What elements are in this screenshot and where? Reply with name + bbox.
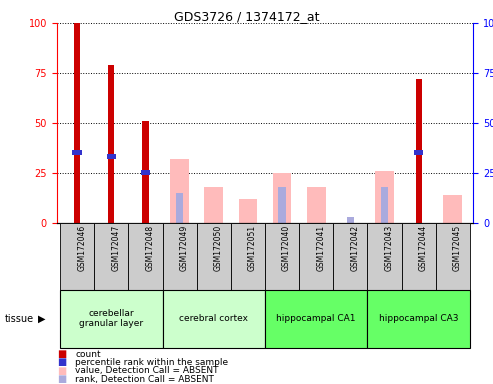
Text: GSM172046: GSM172046 bbox=[77, 225, 86, 271]
Bar bbox=[367, 223, 402, 290]
Text: GSM172047: GSM172047 bbox=[111, 225, 120, 271]
Text: ■: ■ bbox=[57, 349, 66, 359]
Bar bbox=[60, 290, 163, 348]
Bar bbox=[141, 170, 150, 175]
Bar bbox=[375, 171, 394, 223]
Bar bbox=[279, 187, 286, 223]
Text: GSM172051: GSM172051 bbox=[248, 225, 257, 271]
Bar bbox=[163, 290, 265, 348]
Text: GSM172043: GSM172043 bbox=[385, 225, 393, 271]
Text: tissue: tissue bbox=[5, 314, 34, 324]
Bar bbox=[108, 65, 114, 223]
Bar bbox=[94, 223, 128, 290]
Text: GSM172045: GSM172045 bbox=[453, 225, 462, 271]
Bar bbox=[72, 151, 82, 156]
Bar bbox=[416, 79, 422, 223]
Bar bbox=[197, 223, 231, 290]
Text: ■: ■ bbox=[57, 366, 66, 376]
Text: rank, Detection Call = ABSENT: rank, Detection Call = ABSENT bbox=[75, 375, 214, 384]
Bar bbox=[273, 173, 291, 223]
Bar bbox=[231, 223, 265, 290]
Bar bbox=[74, 23, 80, 223]
Bar bbox=[333, 223, 367, 290]
Text: hippocampal CA3: hippocampal CA3 bbox=[379, 314, 458, 323]
Text: ■: ■ bbox=[57, 374, 66, 384]
Bar bbox=[205, 187, 223, 223]
Bar bbox=[265, 290, 367, 348]
Text: ■: ■ bbox=[57, 358, 66, 367]
Bar bbox=[402, 223, 436, 290]
Bar bbox=[307, 187, 325, 223]
Text: GSM172048: GSM172048 bbox=[145, 225, 154, 271]
Text: count: count bbox=[75, 349, 101, 359]
Text: GSM172042: GSM172042 bbox=[351, 225, 359, 271]
Text: GDS3726 / 1374172_at: GDS3726 / 1374172_at bbox=[174, 10, 319, 23]
Text: GSM172041: GSM172041 bbox=[316, 225, 325, 271]
Bar bbox=[142, 121, 148, 223]
Text: GSM172040: GSM172040 bbox=[282, 225, 291, 271]
Bar bbox=[347, 217, 354, 223]
Bar bbox=[443, 195, 462, 223]
Text: GSM172049: GSM172049 bbox=[179, 225, 189, 271]
Text: cerebellar
granular layer: cerebellar granular layer bbox=[79, 309, 143, 328]
Bar bbox=[163, 223, 197, 290]
Text: ▶: ▶ bbox=[38, 314, 46, 324]
Bar bbox=[176, 193, 183, 223]
Bar bbox=[299, 223, 333, 290]
Text: hippocampal CA1: hippocampal CA1 bbox=[277, 314, 356, 323]
Bar bbox=[381, 187, 388, 223]
Bar bbox=[128, 223, 163, 290]
Bar bbox=[106, 154, 116, 159]
Text: percentile rank within the sample: percentile rank within the sample bbox=[75, 358, 229, 367]
Bar bbox=[367, 290, 470, 348]
Text: GSM172050: GSM172050 bbox=[214, 225, 223, 271]
Bar bbox=[60, 223, 94, 290]
Text: value, Detection Call = ABSENT: value, Detection Call = ABSENT bbox=[75, 366, 219, 376]
Text: cerebral cortex: cerebral cortex bbox=[179, 314, 248, 323]
Bar bbox=[436, 223, 470, 290]
Bar bbox=[414, 151, 423, 156]
Bar bbox=[239, 199, 257, 223]
Bar bbox=[170, 159, 189, 223]
Bar bbox=[265, 223, 299, 290]
Text: GSM172044: GSM172044 bbox=[419, 225, 427, 271]
